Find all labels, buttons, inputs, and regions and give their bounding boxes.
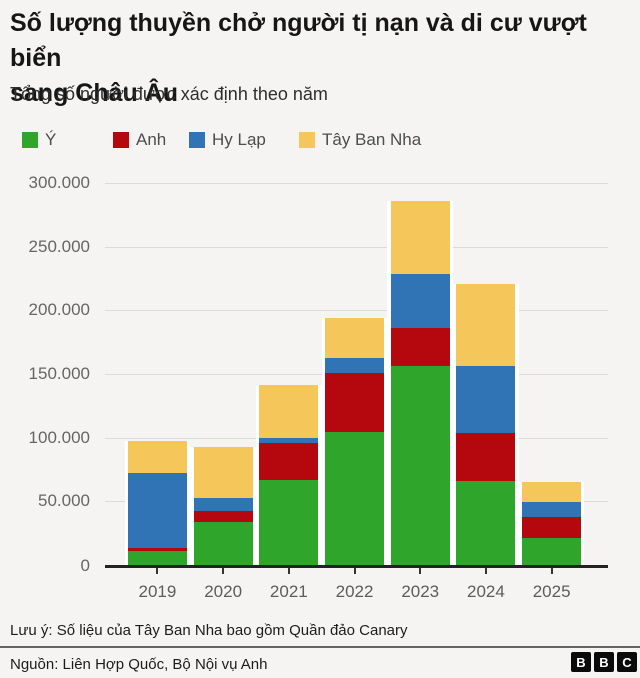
bar-2024 bbox=[453, 283, 519, 565]
x-axis-tick bbox=[156, 568, 159, 574]
bar-segment-2022-Tây Ban Nha bbox=[324, 318, 385, 359]
y-axis-label: 150.000 bbox=[28, 364, 90, 383]
legend-item-1: Ý bbox=[22, 129, 57, 149]
x-axis-label-2021: 2021 bbox=[269, 582, 308, 601]
bar-segment-2020-Anh bbox=[193, 510, 253, 522]
chart-footnote: Lưu ý: Số liệu của Tây Ban Nha bao gồm Q… bbox=[10, 622, 408, 639]
page-title-line2: sang Châu Âu bbox=[10, 79, 179, 107]
bar-2022 bbox=[321, 317, 388, 565]
x-axis-tick bbox=[550, 568, 553, 574]
bar-segment-2022-Anh bbox=[324, 373, 385, 432]
legend-item-3: Hy Lạp bbox=[189, 129, 266, 149]
bar-segment-2025-Ý bbox=[522, 538, 582, 565]
gridline-250.000 bbox=[105, 247, 608, 248]
bar-segment-2021-Ý bbox=[259, 479, 319, 565]
legend-swatch-icon bbox=[189, 131, 205, 148]
legend-label: Anh bbox=[136, 129, 167, 149]
legend-swatch-icon bbox=[299, 131, 315, 148]
legend-item-4: Tây Ban Nha bbox=[299, 129, 422, 149]
bar-segment-2024-Ý bbox=[456, 480, 516, 565]
legend-item-2: Anh bbox=[113, 129, 167, 149]
y-axis-label: 100.000 bbox=[28, 428, 90, 447]
bbc-logo: B B C bbox=[571, 652, 637, 672]
bar-segment-2021-Hy Lạp bbox=[259, 437, 319, 444]
legend-label: Tây Ban Nha bbox=[322, 129, 422, 149]
bar-segment-2024-Hy Lạp bbox=[456, 365, 516, 434]
bar-segment-2023-Anh bbox=[390, 327, 450, 366]
bbc-logo-letter: B bbox=[594, 652, 614, 672]
bar-segment-2019-Anh bbox=[127, 548, 187, 551]
bar-2021 bbox=[256, 385, 322, 565]
bar-segment-2023-Ý bbox=[390, 365, 450, 565]
bar-segment-2020-Hy Lạp bbox=[193, 498, 253, 511]
bar-segment-2019-Ý bbox=[127, 551, 187, 565]
x-axis-tick bbox=[484, 568, 487, 574]
bar-2025 bbox=[518, 481, 585, 565]
bar-segment-2025-Hy Lạp bbox=[522, 502, 582, 518]
bar-segment-2020-Ý bbox=[193, 521, 253, 565]
y-axis-label: 250.000 bbox=[28, 237, 90, 256]
page-title-line1: Số lượng thuyền chở người tị nạn và di c… bbox=[10, 9, 587, 72]
bar-segment-2022-Ý bbox=[324, 431, 385, 565]
bar-2020 bbox=[190, 447, 256, 565]
x-axis-label-2024: 2024 bbox=[467, 582, 505, 601]
bar-segment-2025-Tây Ban Nha bbox=[522, 481, 582, 502]
page-title: Số lượng thuyền chở người tị nạn và di c… bbox=[10, 6, 630, 111]
source-text: Nguồn: Liên Hợp Quốc, Bộ Nội vụ Anh bbox=[10, 656, 268, 673]
y-axis-label: 200.000 bbox=[28, 300, 90, 319]
legend-label: Ý bbox=[45, 129, 57, 149]
bbc-logo-letter: C bbox=[617, 652, 637, 672]
x-axis-label-2023: 2023 bbox=[401, 582, 440, 601]
y-axis-label: 300.000 bbox=[28, 173, 90, 192]
bbc-logo-letter: B bbox=[571, 652, 591, 672]
legend-label: Hy Lạp bbox=[212, 129, 266, 149]
x-axis-tick bbox=[419, 568, 422, 574]
gridline-200.000 bbox=[105, 310, 608, 311]
bar-segment-2023-Tây Ban Nha bbox=[390, 200, 450, 275]
bar-segment-2023-Hy Lạp bbox=[390, 274, 450, 328]
legend-swatch-icon bbox=[113, 131, 129, 148]
bar-segment-2019-Hy Lạp bbox=[127, 472, 187, 549]
x-axis-label-2019: 2019 bbox=[138, 582, 177, 601]
footer-divider bbox=[0, 646, 640, 648]
bar-segment-2025-Anh bbox=[522, 517, 582, 539]
bar-segment-2019-Tây Ban Nha bbox=[127, 440, 187, 473]
x-axis-label-2020: 2020 bbox=[204, 582, 243, 601]
x-axis-tick bbox=[222, 568, 225, 574]
bar-segment-2021-Tây Ban Nha bbox=[259, 385, 319, 438]
x-axis-label-2025: 2025 bbox=[532, 582, 571, 601]
bar-2023 bbox=[387, 200, 454, 565]
legend-swatch-icon bbox=[22, 131, 38, 148]
x-axis-line bbox=[105, 565, 608, 568]
y-axis-label-zero: 0 bbox=[80, 556, 90, 575]
bar-segment-2022-Hy Lạp bbox=[324, 358, 385, 374]
gridline-300.000 bbox=[105, 183, 608, 184]
x-axis-tick bbox=[287, 568, 290, 574]
bar-2019 bbox=[124, 440, 191, 565]
x-axis-label-2022: 2022 bbox=[335, 582, 374, 601]
x-axis-tick bbox=[353, 568, 356, 574]
chart-subtitle: Tổng số người được xác định theo năm bbox=[10, 84, 328, 104]
bar-segment-2024-Anh bbox=[456, 433, 516, 481]
bar-segment-2021-Anh bbox=[259, 443, 319, 480]
y-axis-label: 50.000 bbox=[38, 491, 90, 510]
bar-segment-2020-Tây Ban Nha bbox=[193, 447, 253, 499]
bar-segment-2024-Tây Ban Nha bbox=[456, 283, 516, 366]
